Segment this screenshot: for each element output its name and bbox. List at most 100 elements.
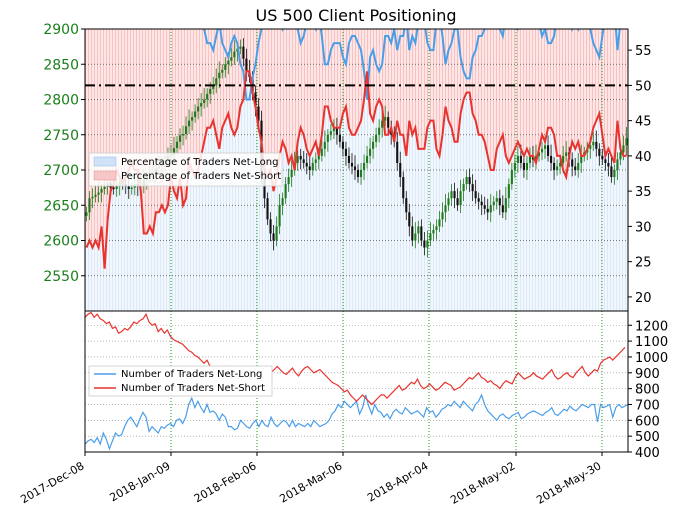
- long-area-bar: [582, 155, 587, 311]
- long-area-bar: [259, 141, 264, 311]
- long-area-bar: [247, 71, 252, 311]
- date-tick-label: 2017-Dec-08: [18, 459, 86, 506]
- short-area-bar: [380, 29, 384, 107]
- candle-body: [302, 159, 305, 163]
- long-area-bar: [401, 134, 406, 311]
- long-area-bar: [136, 170, 140, 311]
- date-tick-label: 2018-Apr-04: [365, 459, 430, 504]
- long-area-bar: [332, 127, 336, 311]
- candle-body: [441, 212, 444, 220]
- candle-body: [402, 177, 405, 199]
- candle-body: [408, 212, 411, 227]
- candle-body: [604, 159, 607, 163]
- candle-body: [281, 198, 284, 206]
- date-tick-label: 2018-Mar-06: [277, 459, 344, 505]
- long-area-bar: [335, 127, 339, 311]
- short-area-bar: [151, 29, 155, 234]
- long-area-bar: [404, 155, 409, 311]
- long-area-bar: [615, 120, 620, 311]
- short-area-bar: [486, 29, 490, 156]
- short-area-bar: [573, 29, 578, 149]
- short-area-bar: [344, 29, 348, 107]
- candle-body: [498, 198, 501, 206]
- long-area-bar: [392, 141, 397, 311]
- short-area-bar: [525, 29, 529, 149]
- short-area-bar: [474, 29, 478, 121]
- short-area-bar: [281, 29, 285, 142]
- date-tick-label: 2018-Jan-09: [108, 459, 173, 504]
- long-area-bar: [465, 92, 469, 311]
- short-area-bar: [546, 29, 550, 128]
- long-area-bar: [97, 247, 101, 311]
- long-area-bar: [196, 170, 200, 311]
- candle-body: [239, 46, 242, 49]
- long-area-bar: [175, 198, 179, 311]
- short-area-bar: [142, 29, 146, 234]
- candle-body: [565, 152, 568, 156]
- long-area-bar: [199, 155, 203, 311]
- short-area-bar: [154, 29, 158, 213]
- candle-body: [194, 111, 197, 118]
- candle-body: [350, 162, 354, 167]
- candle-body: [224, 64, 227, 70]
- candle-body: [278, 205, 281, 227]
- long-area-bar: [624, 155, 628, 311]
- candle-body: [384, 117, 387, 121]
- count-tick-label: 600: [635, 414, 660, 429]
- candle-body: [489, 205, 492, 213]
- candle-body: [378, 127, 381, 135]
- candle-body: [221, 69, 224, 73]
- short-area-bar: [374, 29, 378, 107]
- short-area-bar: [217, 29, 222, 149]
- long-area-bar: [103, 268, 107, 311]
- long-area-bar: [498, 141, 502, 311]
- long-area-bar: [546, 127, 550, 311]
- long-area-bar: [290, 155, 294, 311]
- candle-body: [284, 184, 287, 199]
- percent-tick-label: 45: [635, 115, 652, 130]
- short-area-bar: [229, 29, 234, 128]
- long-area-bar: [172, 191, 176, 311]
- short-area-bar: [507, 29, 511, 163]
- count-tick-label: 400: [635, 446, 660, 461]
- candle-body: [435, 226, 438, 230]
- short-area-bar: [582, 29, 587, 156]
- long-area-bar: [229, 127, 234, 311]
- long-area-bar: [516, 141, 520, 311]
- long-area-bar: [368, 113, 372, 311]
- short-area-bar: [603, 29, 608, 156]
- candle-body: [290, 170, 293, 178]
- long-area-bar: [383, 134, 387, 311]
- long-area-bar: [329, 120, 333, 311]
- candle-body: [272, 233, 275, 241]
- short-area-bar: [513, 29, 517, 149]
- short-area-bar: [308, 29, 312, 156]
- candle-body: [233, 51, 236, 58]
- candle-body: [308, 166, 311, 170]
- long-area-bar: [591, 127, 596, 311]
- long-area-bar: [350, 134, 354, 311]
- candle-body: [417, 226, 420, 234]
- long-area-bar: [238, 106, 243, 311]
- short-area-bar: [540, 29, 544, 135]
- price-tick-label: 2600: [43, 234, 79, 250]
- date-tick-label: 2018-May-02: [448, 459, 517, 507]
- candle-body: [528, 155, 532, 163]
- long-area-bar: [597, 113, 602, 311]
- long-area-bar: [534, 162, 538, 311]
- candle-body: [616, 159, 619, 170]
- long-area-bar: [157, 212, 161, 311]
- candle-body: [320, 148, 323, 156]
- short-area-bar: [591, 29, 596, 128]
- price-tick-label: 2800: [43, 93, 79, 109]
- short-area-bar: [585, 29, 590, 149]
- long-area-bar: [431, 120, 436, 311]
- short-area-bar: [510, 29, 514, 156]
- long-area-bar: [308, 155, 312, 311]
- short-area-bar: [121, 29, 125, 185]
- long-area-bar: [214, 134, 219, 311]
- long-area-bar: [606, 148, 611, 311]
- candle-body: [88, 198, 91, 213]
- long-area-bar: [380, 106, 384, 311]
- long-area-bar: [344, 106, 348, 311]
